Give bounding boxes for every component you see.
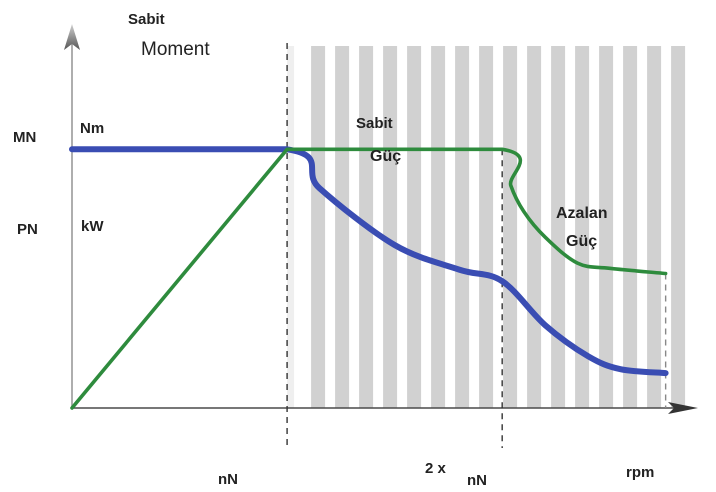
label-constant-torque-bottom: Moment: [141, 39, 210, 60]
shade-stripe: [647, 46, 662, 408]
unit-power: kW: [81, 218, 104, 235]
y-tick-power: PN: [17, 221, 38, 238]
label-decreasing-power-bottom: Güç: [566, 233, 597, 250]
y-tick-torque: MN: [13, 129, 36, 146]
label-constant-power-bottom: Güç: [370, 148, 401, 165]
x-tick-nominal-speed: nN: [218, 471, 238, 488]
label-decreasing-power-top: Azalan: [556, 205, 608, 222]
shade-stripe: [575, 46, 590, 408]
shade-stripe: [671, 46, 686, 408]
shade-stripe: [287, 46, 295, 408]
shade-stripe: [623, 46, 638, 408]
series-line-power: [70, 147, 668, 410]
x-axis-unit: rpm: [626, 464, 654, 481]
x-tick-double-speed-prefix: 2 x: [425, 460, 447, 477]
shade-stripe: [431, 46, 446, 408]
shade-stripe: [311, 46, 326, 408]
shade-stripe: [335, 46, 350, 408]
x-tick-double-speed-suffix: nN: [467, 472, 487, 489]
unit-torque: Nm: [80, 120, 104, 137]
shade-stripe: [599, 46, 614, 408]
label-constant-torque-top: Sabit: [128, 11, 165, 28]
label-constant-power-top: Sabit: [356, 115, 393, 132]
x-axis-arrow-icon: [668, 402, 698, 414]
shade-stripe: [383, 46, 398, 408]
shade-stripe: [503, 46, 518, 408]
shade-stripe: [479, 46, 494, 408]
shade-stripe: [551, 46, 566, 408]
shaded-field-weakening-region: [287, 46, 686, 408]
series-line-torque: [69, 146, 669, 377]
shade-stripe: [407, 46, 422, 408]
shade-stripe: [455, 46, 470, 408]
y-axis-arrow-icon: [64, 24, 80, 50]
